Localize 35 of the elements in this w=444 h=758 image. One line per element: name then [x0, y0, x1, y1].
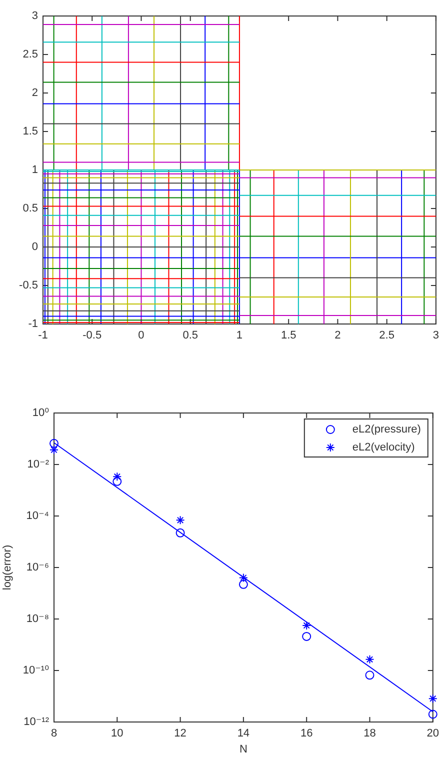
y-tick-label: 10⁻⁴ [26, 510, 50, 522]
y-tick-label: 2.5 [22, 48, 38, 61]
y-tick-label: -1 [28, 318, 38, 330]
y-tick-label: 1 [32, 164, 38, 176]
x-tick-label: -0.5 [82, 330, 102, 342]
y-tick-label: 10⁻¹² [24, 716, 50, 728]
x-tick-label: 0 [138, 330, 144, 342]
x-tick-label: 0.5 [182, 330, 198, 342]
y-tick-label: 10⁻² [27, 458, 50, 471]
x-axis-title: N [239, 743, 248, 756]
x-tick-label: 8 [50, 728, 58, 740]
x-tick-label: 20 [426, 728, 440, 740]
y-tick-label: -0.5 [19, 280, 38, 292]
y-tick-label: 0 [32, 241, 38, 254]
legend-label: eL2(velocity) [352, 442, 415, 454]
y-tick-label: 2 [32, 87, 38, 100]
x-tick-label: 3 [432, 330, 440, 342]
x-tick-label: 10 [111, 728, 124, 740]
y-tick-label: 3 [32, 10, 38, 22]
y-tick-label: 10⁻⁶ [26, 562, 49, 574]
x-tick-label: 2 [334, 330, 341, 342]
y-tick-label: 10⁰ [32, 407, 50, 420]
x-tick-label: 1.5 [280, 330, 296, 342]
legend-label: eL2(pressure) [352, 424, 421, 436]
y-tick-label: 1.5 [22, 126, 38, 138]
y-tick-label: 10⁻⁸ [26, 613, 49, 626]
y-tick-label: 0.5 [22, 202, 38, 215]
x-tick-label: 1 [236, 330, 243, 342]
y-axis-title: log(error) [2, 544, 14, 590]
x-tick-label: 12 [174, 728, 186, 740]
x-tick-label: 18 [364, 728, 376, 740]
x-tick-label: 16 [300, 728, 313, 740]
y-tick-label: 10⁻¹⁰ [22, 664, 50, 677]
x-tick-label: 14 [237, 728, 250, 740]
x-tick-label: 2.5 [379, 330, 394, 342]
